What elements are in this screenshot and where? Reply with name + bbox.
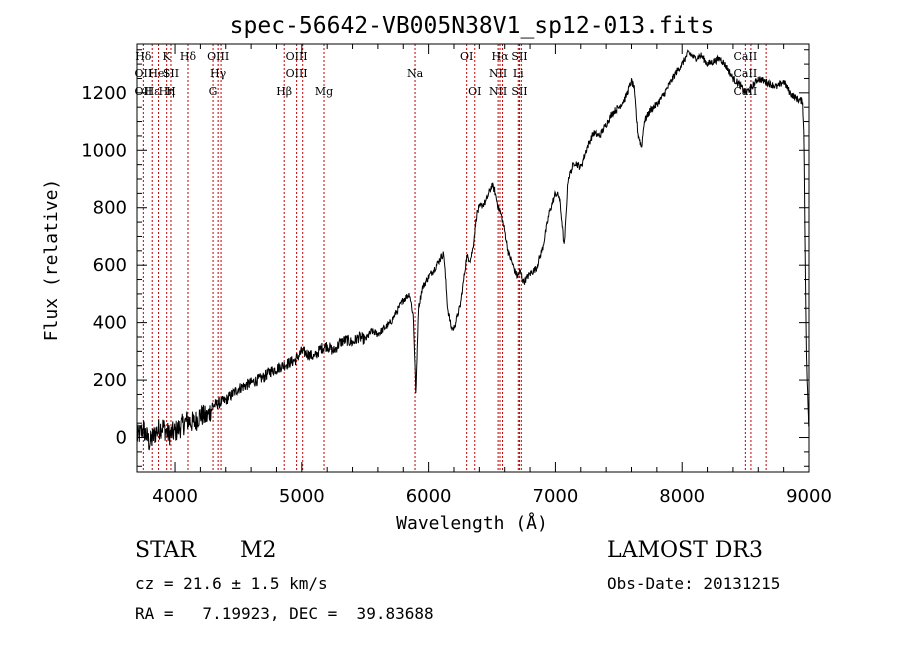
y-axis: 0 200 400 600 800 1000 1200 — [81, 49, 809, 467]
line-label: OI — [468, 85, 481, 98]
plot-frame — [136, 43, 810, 473]
line-label: Hη — [159, 85, 175, 98]
spectral-line-markers — [142, 44, 767, 472]
x-axis: 4000 5000 6000 7000 8000 9000 — [152, 44, 832, 507]
spectrum-series — [136, 49, 810, 451]
y-tick-label: 200 — [93, 370, 127, 391]
line-label: OIII — [286, 67, 308, 80]
line-label: OIII — [207, 50, 229, 63]
x-tick-label: 5000 — [279, 486, 325, 507]
line-label: SII — [511, 85, 527, 98]
line-label: Na — [407, 67, 424, 80]
line-label: HeI — [148, 67, 168, 80]
y-tick-label: 1000 — [81, 140, 127, 161]
object-class: STAR — [135, 538, 196, 563]
y-tick-label: 800 — [93, 198, 127, 219]
chart-title: spec-56642-VB005N38V1_sp12-013.fits — [230, 13, 715, 39]
y-tick-label: 1200 — [81, 83, 127, 104]
spectral-line-labels: HδOIIOIIHεHeIKHηSIIHHδGOIIIHγHβOIIIOIIIM… — [134, 50, 757, 98]
line-label: H — [166, 85, 176, 98]
line-label: CaII — [734, 67, 758, 80]
line-label: NII — [489, 67, 507, 80]
x-tick-label: 6000 — [406, 486, 452, 507]
coordinates-line: RA = 7.19923, DEC = 39.83688 — [135, 604, 434, 623]
y-tick-label: 600 — [93, 255, 127, 276]
y-tick-label: 400 — [93, 313, 127, 334]
object-subclass: M2 — [240, 538, 277, 563]
line-label: Hδ — [180, 50, 197, 63]
line-label: SII — [511, 50, 527, 63]
x-tick-label: 7000 — [533, 486, 579, 507]
line-label: OIII — [286, 50, 308, 63]
line-label: NII — [489, 85, 507, 98]
line-label: Hδ — [135, 50, 152, 63]
line-label: Mg — [315, 85, 333, 98]
x-tick-label: 8000 — [659, 486, 705, 507]
line-label: Hγ — [210, 67, 227, 80]
line-label: K — [163, 50, 172, 63]
line-label: Hε — [145, 85, 161, 98]
line-label: OII — [134, 67, 152, 80]
line-label: SII — [163, 67, 179, 80]
line-label: CaII — [734, 50, 758, 63]
line-label: G — [209, 85, 218, 98]
x-axis-label: Wavelength (Å) — [396, 512, 548, 534]
y-tick-label: 0 — [116, 428, 127, 449]
survey-name: LAMOST DR3 — [607, 538, 763, 563]
y-axis-label: Flux (relative) — [41, 179, 62, 342]
line-label: OI — [460, 50, 473, 63]
line-label: OII — [134, 85, 152, 98]
x-tick-label: 9000 — [786, 486, 832, 507]
line-label: Hα — [491, 50, 509, 63]
spectrum-line — [136, 49, 810, 451]
obs-date-line: Obs-Date: 20131215 — [607, 574, 781, 593]
line-label: Li — [513, 67, 524, 80]
line-label: Hβ — [276, 85, 292, 98]
redshift-line: cz = 21.6 ± 1.5 km/s — [135, 574, 328, 593]
x-tick-label: 4000 — [152, 486, 198, 507]
